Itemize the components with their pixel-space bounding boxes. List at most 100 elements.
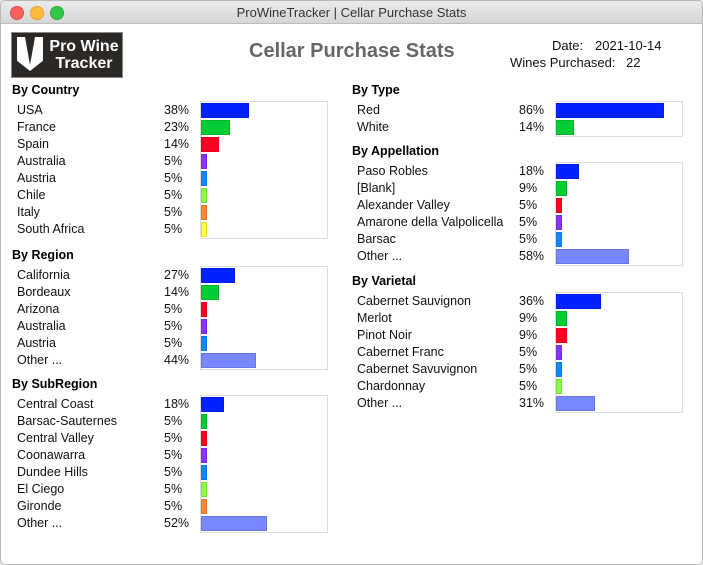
bar-austria [201, 171, 207, 186]
bar-south-africa [201, 222, 207, 237]
date-value: 2021-10-14 [595, 38, 662, 53]
stats-list: Cabernet Sauvignon 36% Merlot 9% Pinot Noir 9… [352, 292, 683, 413]
list-item: Spain 14% [12, 136, 189, 153]
section-heading: By Country [12, 83, 80, 97]
bar-central-valley [201, 431, 207, 446]
date-label: Date: [552, 38, 584, 53]
item-percent: 5% [164, 336, 183, 350]
item-percent: 5% [164, 319, 183, 333]
bar-chart-box [200, 101, 328, 239]
stats-list: California 27% Bordeaux 14% Arizona 5% Austral… [12, 266, 328, 370]
item-percent: 5% [164, 448, 183, 462]
bar-chart-box [555, 292, 683, 413]
item-percent: 14% [164, 285, 190, 299]
item-label: Spain [17, 137, 49, 151]
bar-chart-box [555, 101, 683, 137]
list-item: Alexander Valley 5% [352, 197, 537, 214]
item-percent: 5% [164, 465, 183, 479]
list-item: Paso Robles 18% [352, 163, 544, 180]
bar-dundee-hills [201, 465, 207, 480]
item-percent: 86% [519, 103, 545, 117]
item-label: Australia [17, 154, 66, 168]
item-label: Merlot [357, 311, 392, 325]
item-percent: 31% [519, 396, 545, 410]
item-label: California [17, 268, 70, 282]
list-item: Arizona 5% [12, 301, 182, 318]
list-item: Bordeaux 14% [12, 284, 189, 301]
list-item: Italy 5% [12, 204, 182, 221]
item-label: Cabernet Franc [357, 345, 444, 359]
item-percent: 18% [164, 397, 190, 411]
item-label: Other ... [357, 396, 403, 410]
stats-list: USA 38% France 23% Spain 14% Australia 5% Austri… [12, 101, 328, 239]
section-varietal: By Varietal Cabernet Sauvignon 36% Merlot 9%… [352, 274, 683, 413]
list-item: Red 86% [352, 102, 544, 119]
item-percent: 5% [164, 154, 183, 168]
list-item: Central Valley 5% [12, 430, 182, 447]
stats-content: Pro Wine Tracker Cellar Purchase Stats D… [1, 24, 702, 564]
item-percent: 44% [164, 353, 190, 367]
item-percent: 5% [164, 482, 183, 496]
minimize-window-button[interactable] [30, 6, 44, 20]
item-label: Austria [17, 171, 56, 185]
section-heading: By Appellation [352, 144, 440, 158]
item-label: Cabernet Sauvignon [357, 294, 471, 308]
item-label: Paso Robles [357, 164, 428, 178]
close-window-button[interactable] [10, 6, 24, 20]
item-percent: 23% [164, 120, 190, 134]
bar-gironde [201, 499, 207, 514]
bar-barsac [556, 232, 562, 247]
logo-text-line1: Pro Wine [49, 38, 119, 55]
bar-arizona [201, 302, 207, 317]
section-heading: By Varietal [352, 274, 416, 288]
bar-spain [201, 137, 219, 152]
bar-alexander-valley [556, 198, 562, 213]
bar-coonawarra [201, 448, 207, 463]
item-label: Arizona [17, 302, 60, 316]
list-item: Australia 5% [12, 153, 182, 170]
item-percent: 27% [164, 268, 190, 282]
item-label: Central Valley [17, 431, 94, 445]
item-percent: 9% [519, 328, 538, 342]
list-item: Other ... 44% [12, 352, 189, 369]
item-label: Barsac-Sauternes [17, 414, 118, 428]
list-item: Barsac 5% [352, 231, 537, 248]
bar-merlot [556, 311, 567, 326]
section-type: By Type Red 86% White 14% [352, 83, 683, 137]
list-item: Austria 5% [12, 170, 182, 187]
list-item: [Blank] 9% [352, 180, 537, 197]
item-percent: 5% [519, 215, 538, 229]
bar-chardonnay [556, 379, 562, 394]
list-item: Other ... 58% [352, 248, 544, 265]
list-item: Amarone della Valpolicella 5% [352, 214, 537, 231]
bar-cabernet-savuvignon [556, 362, 562, 377]
bar-california [201, 268, 235, 283]
item-percent: 58% [519, 249, 545, 263]
section-heading: By Region [12, 248, 74, 262]
list-item: Cabernet Sauvignon 36% [352, 293, 544, 310]
bar-chile [201, 188, 207, 203]
item-label: Alexander Valley [357, 198, 450, 212]
list-item: France 23% [12, 119, 189, 136]
bar-amarone-della-valpolicella [556, 215, 562, 230]
bar-central-coast [201, 397, 224, 412]
item-label: Australia [17, 319, 66, 333]
bar-chart-box [555, 162, 683, 266]
maximize-window-button[interactable] [50, 6, 64, 20]
item-percent: 5% [164, 499, 183, 513]
item-label: Chardonnay [357, 379, 426, 393]
bar-blank [556, 181, 567, 196]
section-appellation: By Appellation Paso Robles 18% [Blank] 9% Ale… [352, 144, 683, 266]
item-label: Cabernet Savuvignon [357, 362, 478, 376]
item-label: Bordeaux [17, 285, 71, 299]
bar-usa [201, 103, 249, 118]
wines-purchased-label: Wines Purchased: [510, 55, 616, 70]
list-item: Dundee Hills 5% [12, 464, 182, 481]
section-country: By Country USA 38% France 23% Spain 14% Austral… [12, 83, 328, 239]
bar-white [556, 120, 574, 135]
title-bar: ProWineTracker | Cellar Purchase Stats [1, 1, 702, 24]
list-item: Cabernet Savuvignon 5% [352, 361, 537, 378]
item-percent: 18% [519, 164, 545, 178]
bar-france [201, 120, 230, 135]
list-item: Austria 5% [12, 335, 182, 352]
